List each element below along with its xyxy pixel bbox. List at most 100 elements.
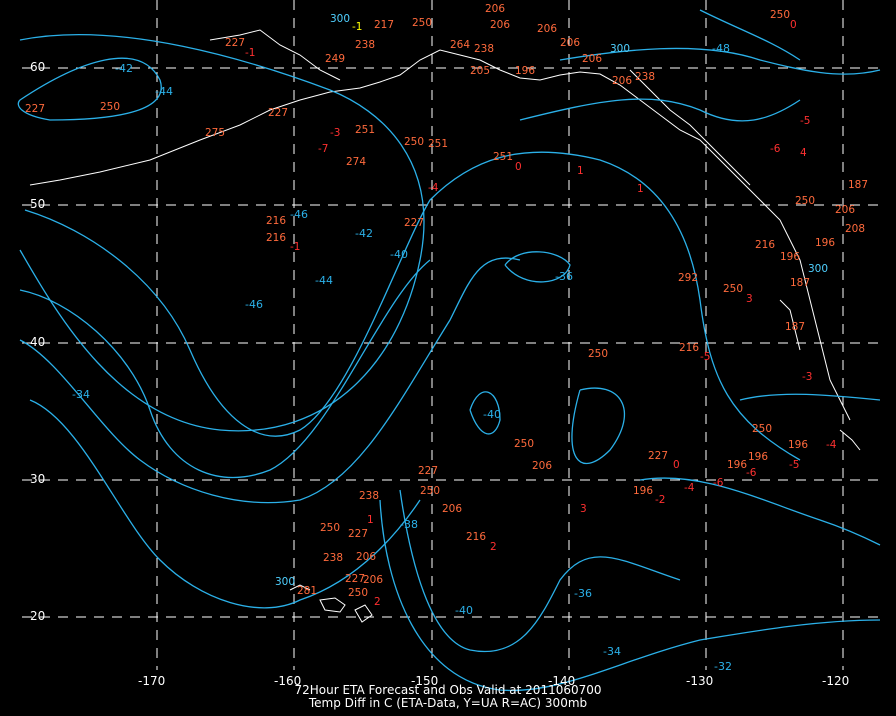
contour-label: -38 [400,518,418,531]
obs-value: 196 [815,237,835,249]
obs-value: 2 [490,541,497,553]
obs-value: 227 [345,573,365,585]
lon-label-120: -120 [822,674,850,688]
obs-value: 227 [404,217,424,229]
obs-value: 251 [428,138,448,150]
obs-value: 275 [205,127,225,139]
coastlines [29,29,861,623]
obs-value: 227 [348,528,368,540]
obs-value: 292 [678,272,698,284]
obs-value: 0 [515,161,522,173]
obs-value: -6 [770,143,781,155]
obs-value: 227 [25,103,45,115]
obs-value: 250 [348,587,368,599]
obs-value: 251 [355,124,375,136]
obs-value: 250 [412,17,432,29]
obs-value: 0 [790,19,797,31]
obs-value: 3 [746,293,753,305]
obs-value: 227 [418,465,438,477]
contour-label: -32 [714,660,732,673]
contour-label: -36 [574,587,592,600]
lat-lon-grid [22,0,880,670]
contour-label: -36 [555,270,573,283]
obs-value: 300 [275,576,295,588]
obs-value: 216 [679,342,699,354]
obs-value: 251 [493,151,513,163]
obs-value: -1 [290,241,300,253]
contour-label: -48 [712,42,730,55]
obs-value: 196 [788,439,808,451]
obs-value: 250 [588,348,608,360]
obs-value: 196 [748,451,768,463]
obs-value: 249 [325,53,345,65]
obs-value: 250 [320,522,340,534]
obs-value: 187 [785,321,805,333]
obs-value: 187 [848,179,868,191]
obs-value: -4 [428,182,439,194]
contour-label: -34 [72,388,90,401]
obs-value: 205 [470,65,490,77]
map-caption-line2: Temp Diff in C (ETA-Data, Y=UA R=AC) 300… [308,696,588,710]
obs-value: 1 [577,165,584,177]
obs-value: 250 [404,136,424,148]
obs-value: -4 [826,439,837,451]
obs-value: 300 [808,263,828,275]
obs-value: 300 [330,13,350,25]
obs-value: 0 [673,459,680,471]
contour-label: -40 [390,248,408,261]
obs-value: 206 [490,19,510,31]
obs-value: 250 [420,485,440,497]
contour-labels: -42 -44 -46 -42 -40 -36 -46 -44 -34 -40 … [72,42,732,673]
lat-label-60: 60 [30,60,46,74]
obs-value: 196 [780,251,800,263]
obs-value: 281 [297,585,317,597]
temperature-contours [17,9,881,692]
obs-value: 196 [633,485,653,497]
obs-value: 216 [466,531,486,543]
obs-value: 250 [723,283,743,295]
obs-value: 206 [532,460,552,472]
obs-value: -2 [655,494,665,506]
lat-label-40: 40 [30,335,46,349]
obs-value: 250 [770,9,790,21]
obs-value: 206 [612,75,632,87]
contour-label: -42 [115,62,133,75]
obs-value: 206 [363,574,383,586]
contour-label: -44 [315,274,333,287]
contour-label: -42 [355,227,373,240]
obs-value: -5 [700,351,710,363]
obs-value: 196 [515,65,535,77]
contour-label: -44 [155,85,173,98]
obs-value: 250 [752,423,772,435]
obs-value: 216 [266,232,286,244]
obs-value: 206 [442,503,462,515]
obs-value: 227 [648,450,668,462]
obs-value: 1 [637,183,644,195]
obs-value: 208 [845,223,865,235]
obs-value: 216 [266,215,286,227]
obs-value: -3 [330,127,340,139]
obs-value: -1 [245,47,255,59]
obs-value: 206 [485,3,505,15]
obs-value: 238 [359,490,379,502]
obs-value: -7 [318,143,328,155]
obs-value: -6 [713,477,724,489]
obs-value: 216 [755,239,775,251]
lon-label-130: -130 [686,674,714,688]
obs-value: 196 [727,459,747,471]
obs-value: 238 [323,552,343,564]
obs-value: 300 [610,43,630,55]
obs-value: 274 [346,156,366,168]
contour-label: -46 [245,298,263,311]
contour-label: -34 [603,645,621,658]
obs-value: -3 [802,371,812,383]
obs-value: -4 [684,482,695,494]
obs-value: 3 [580,503,587,515]
obs-value: -6 [746,467,757,479]
lat-label-30: 30 [30,472,46,486]
observations: 227 -1 238 217 250 206 206 206 250 0 300… [25,3,868,608]
obs-value: 206 [560,37,580,49]
lat-label-50: 50 [30,197,46,211]
lat-label-20: 20 [30,609,46,623]
